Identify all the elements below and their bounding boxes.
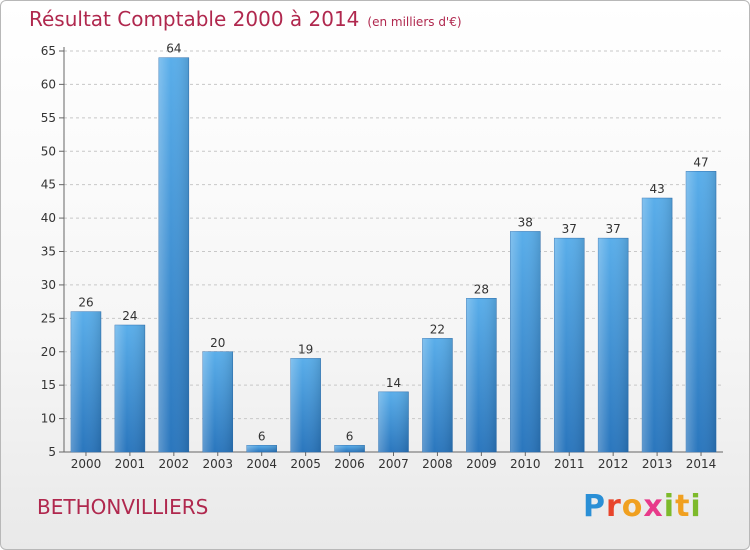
bar-shade-2008: [422, 338, 453, 452]
x-tick-label: 2014: [686, 457, 717, 471]
y-tick-label: 20: [41, 345, 56, 359]
y-tick-label: 45: [41, 178, 56, 192]
bar-shade-2004: [246, 445, 277, 452]
bar-shade-2003: [202, 351, 233, 452]
y-tick-label: 40: [41, 211, 56, 225]
x-tick-label: 2004: [246, 457, 277, 471]
y-tick-label: 60: [41, 77, 56, 91]
x-tick-label: 2003: [202, 457, 233, 471]
y-tick-label: 5: [48, 445, 56, 459]
bar-shade-2012: [598, 238, 629, 452]
x-tick-label: 2006: [334, 457, 365, 471]
bar-value-label: 47: [693, 155, 708, 169]
bar-shade-2000: [70, 311, 101, 452]
bar-shade-2007: [378, 391, 409, 452]
bar-value-label: 6: [258, 429, 266, 443]
bar-shade-2010: [510, 231, 541, 452]
bar-shade-2013: [642, 198, 673, 452]
x-tick-label: 2001: [115, 457, 146, 471]
x-tick-label: 2013: [642, 457, 673, 471]
bar-shade-2014: [686, 171, 717, 453]
bar-value-label: 64: [166, 42, 181, 56]
bar-value-label: 19: [298, 342, 313, 356]
bar-shade-2002: [158, 57, 189, 452]
x-tick-label: 2002: [159, 457, 190, 471]
y-tick-label: 30: [41, 278, 56, 292]
x-tick-label: 2012: [598, 457, 629, 471]
y-tick-label: 25: [41, 311, 56, 325]
commune-name: BETHONVILLIERS: [37, 495, 209, 519]
chart-title-text: Résultat Comptable 2000 à 2014: [29, 7, 360, 31]
y-tick-label: 50: [41, 144, 56, 158]
y-tick-label: 15: [41, 378, 56, 392]
x-tick-label: 2000: [71, 457, 102, 471]
bar-value-label: 26: [78, 296, 93, 310]
y-tick-label: 35: [41, 245, 56, 259]
bar-value-label: 22: [430, 322, 445, 336]
x-tick-label: 2007: [378, 457, 409, 471]
bar-value-label: 14: [386, 376, 401, 390]
chart-title: Résultat Comptable 2000 à 2014 (en millie…: [29, 7, 462, 31]
y-tick-label: 65: [41, 44, 56, 58]
x-tick-label: 2010: [510, 457, 541, 471]
bar-value-label: 43: [649, 182, 664, 196]
bar-value-label: 28: [474, 282, 489, 296]
bar-shade-2009: [466, 298, 497, 452]
bar-shade-2006: [334, 445, 365, 452]
x-tick-label: 2009: [466, 457, 497, 471]
bar-value-label: 37: [606, 222, 621, 236]
y-tick-label: 55: [41, 111, 56, 125]
proxiti-logo: Proxiti: [583, 489, 702, 524]
bar-value-label: 38: [518, 215, 533, 229]
bar-value-label: 24: [122, 309, 137, 323]
bar-shade-2005: [290, 358, 321, 452]
x-tick-label: 2008: [422, 457, 453, 471]
bar-value-label: 37: [562, 222, 577, 236]
bar-shade-2011: [554, 238, 585, 452]
y-tick-label: 10: [41, 412, 56, 426]
chart-unit: (en milliers d'€): [367, 15, 462, 29]
bar-shade-2001: [114, 325, 145, 452]
bar-value-label: 6: [346, 429, 354, 443]
x-tick-label: 2005: [290, 457, 321, 471]
bar-value-label: 20: [210, 336, 225, 350]
x-tick-label: 2011: [554, 457, 585, 471]
